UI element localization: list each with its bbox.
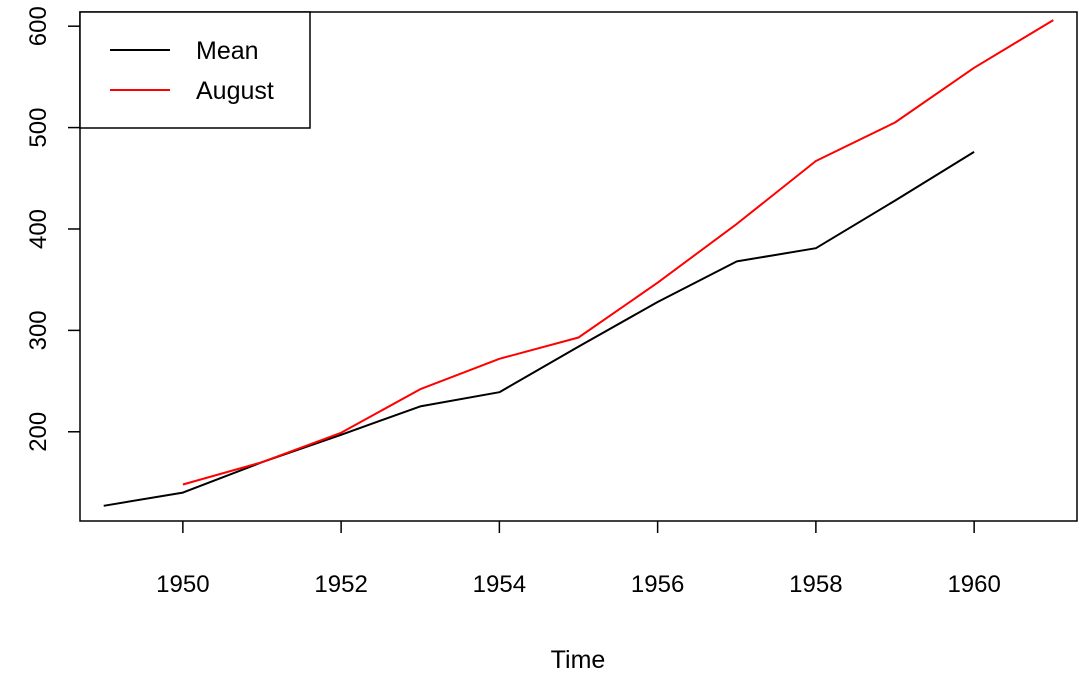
y-axis: 200 300 400 500 600 [25,6,80,452]
series-layer [103,19,1054,507]
legend: Mean August [79,11,311,129]
plot-frame [79,11,1078,522]
legend-label-mean: Mean [196,37,259,65]
x-axis: 1950 1952 1954 1956 1958 1960 [156,521,1001,598]
y-tick-label: 400 [25,209,52,249]
y-tick-label: 300 [25,310,52,350]
series-line-august [182,19,1054,486]
x-tick-label: 1956 [631,571,684,598]
legend-label-august: August [196,77,274,105]
y-tick-label: 200 [25,412,52,452]
x-tick-label: 1958 [789,571,842,598]
y-tick-label: 600 [25,6,52,46]
y-tick-label: 500 [25,108,52,148]
x-tick-label: 1960 [947,571,1000,598]
x-tick-label: 1954 [473,571,526,598]
x-axis-title: Time [551,646,606,673]
series-line-mean [103,151,975,507]
x-tick-label: 1952 [314,571,367,598]
legend-box [79,11,311,129]
x-tick-label: 1950 [156,571,209,598]
